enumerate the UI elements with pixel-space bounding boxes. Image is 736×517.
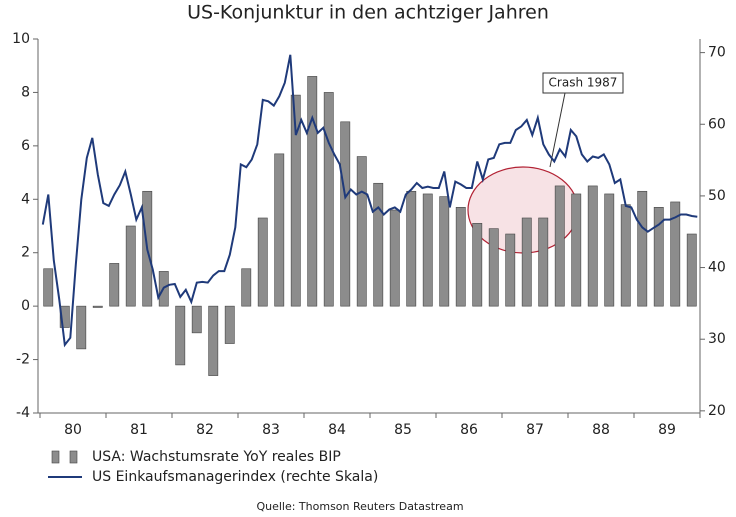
source: Quelle: Thomson Reuters Datastream [256, 500, 463, 513]
y2-tick-label: 60 [708, 116, 726, 132]
bar [125, 225, 136, 307]
bar [59, 305, 70, 328]
x-tick-label: 87 [526, 422, 544, 438]
y-tick-label: 4 [21, 191, 30, 207]
bar [224, 305, 235, 344]
y-tick-label: 8 [21, 84, 30, 100]
bar [571, 193, 582, 307]
legend-label: US Einkaufsmanagerindex (rechte Skala) [92, 469, 378, 485]
y-tick-label: 0 [21, 298, 30, 314]
x-tick-label: 89 [658, 422, 676, 438]
y-tick-label: -4 [16, 405, 30, 421]
y2-tick-label: 50 [708, 188, 726, 204]
x-tick-label: 80 [64, 422, 82, 438]
bar [505, 233, 516, 307]
bar [472, 223, 483, 307]
line [41, 54, 698, 348]
legend-swatch [69, 450, 78, 464]
bar [241, 268, 252, 307]
bar [653, 207, 664, 307]
y-tick-label: 2 [21, 245, 30, 261]
bar [587, 185, 598, 307]
bar [340, 121, 351, 307]
bar [356, 156, 367, 307]
x-tick-label: 85 [394, 422, 412, 438]
bar [488, 228, 499, 307]
bar [43, 268, 54, 307]
bar [323, 92, 334, 307]
bar [637, 190, 648, 307]
bar [76, 305, 87, 350]
bar [290, 94, 301, 307]
x-tick-label: 88 [592, 422, 610, 438]
bar [92, 305, 103, 308]
bar [686, 233, 697, 307]
y-tick-label: 10 [12, 31, 30, 47]
bar [554, 185, 565, 307]
x-tick-label: 81 [130, 422, 148, 438]
bar [439, 196, 450, 307]
bar [670, 201, 681, 307]
x-tick-label: 86 [460, 422, 478, 438]
y-tick-label: 6 [21, 138, 30, 154]
y2-tick-label: 70 [708, 45, 726, 61]
bar [191, 305, 202, 334]
x-tick-label: 84 [328, 422, 346, 438]
annotation: Crash 1987 [549, 76, 618, 90]
y2-tick-label: 30 [708, 331, 726, 347]
bar [406, 190, 417, 307]
y-tick-label: -2 [16, 352, 30, 368]
bar [455, 207, 466, 307]
bar [274, 153, 285, 307]
bar [373, 182, 384, 307]
annotation-pointer [549, 92, 566, 168]
legend-label: USA: Wachstumsrate YoY reales BIP [92, 449, 341, 465]
bar [208, 305, 219, 376]
bar [257, 217, 268, 307]
chart-title: US-Konjunktur in den achtziger Jahren [187, 2, 549, 24]
bar [604, 193, 615, 307]
y2-tick-label: 20 [708, 403, 726, 419]
x-tick-label: 83 [262, 422, 280, 438]
bar [538, 217, 549, 307]
bar [175, 305, 186, 366]
annotation-box [542, 72, 624, 94]
bar [109, 263, 120, 307]
bar [307, 76, 318, 307]
bar [521, 217, 532, 307]
bar [422, 193, 433, 307]
bar [389, 209, 400, 307]
y2-tick-label: 40 [708, 260, 726, 276]
x-tick-label: 82 [196, 422, 214, 438]
legend-swatch [51, 450, 60, 464]
bar [620, 204, 631, 307]
